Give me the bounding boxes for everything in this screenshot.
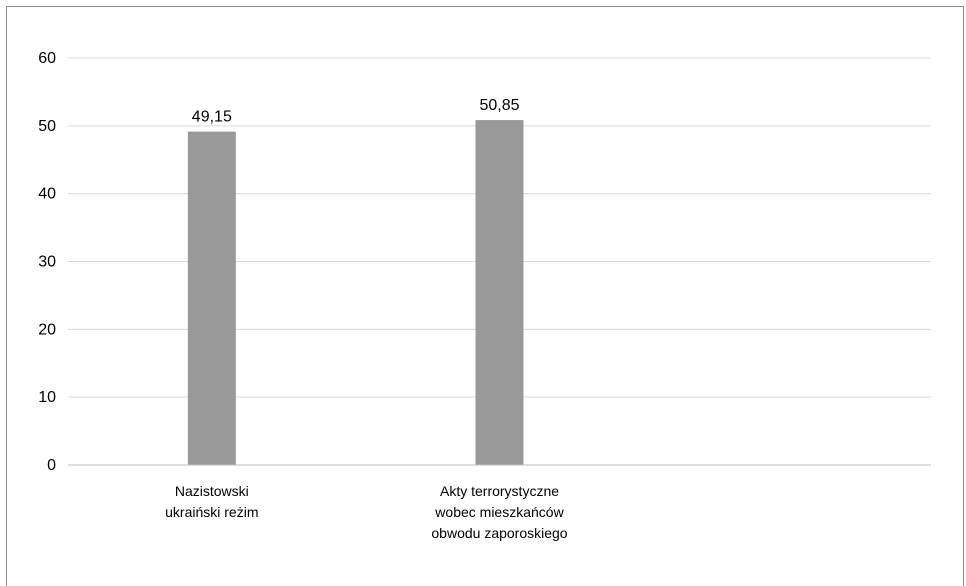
x-category-label-line: wobec mieszkańców (434, 504, 564, 520)
y-tick-label: 40 (38, 186, 56, 203)
x-category-label-line: ukraiński reżim (165, 504, 258, 520)
x-category-label: Nazistowski ukraiński reżim (165, 483, 258, 520)
bars (187, 120, 524, 465)
data-labels: 49,15 50,85 (192, 97, 520, 126)
x-axis-category-labels: Nazistowski ukraiński reżim Akty terroryst… (165, 483, 568, 541)
x-category-label-line: obwodu zaporoskiego (431, 525, 567, 541)
x-category-label-line: Nazistowski (175, 483, 249, 499)
x-category-label: Akty terrorystyczne wobec mieszkańców obwo… (431, 483, 567, 541)
bar (475, 120, 524, 465)
y-tick-label: 20 (38, 321, 56, 338)
data-label: 49,15 (192, 109, 232, 126)
x-category-label-line: Akty terrorystyczne (440, 483, 559, 499)
y-tick-label: 50 (38, 118, 56, 135)
data-label: 50,85 (479, 97, 519, 114)
y-tick-label: 30 (38, 254, 56, 271)
y-tick-label: 60 (38, 50, 56, 67)
y-tick-label: 10 (38, 389, 56, 406)
y-tick-label: 0 (47, 457, 56, 474)
bar (187, 131, 236, 465)
y-axis-tick-labels: 0 10 20 30 40 50 60 (38, 50, 56, 474)
